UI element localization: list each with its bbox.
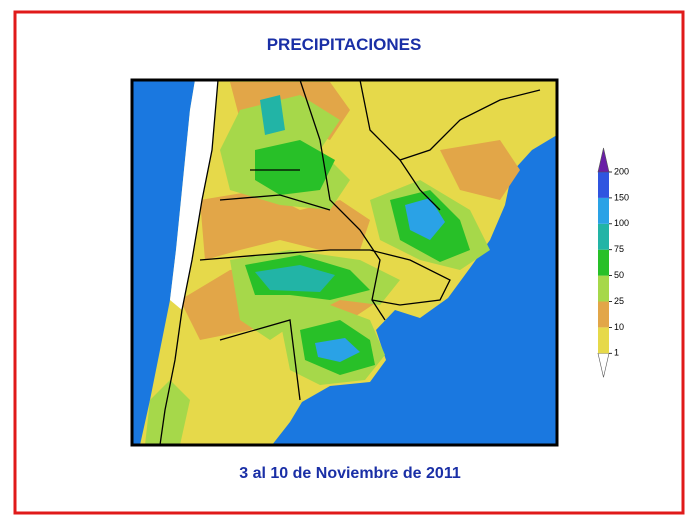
legend-label: 150 bbox=[614, 192, 629, 202]
legend-label: 50 bbox=[614, 270, 624, 280]
legend-swatch bbox=[598, 327, 609, 354]
subtitle: 3 al 10 de Noviembre de 2011 bbox=[239, 465, 461, 482]
legend-swatch bbox=[598, 249, 609, 276]
legend-swatch bbox=[598, 223, 609, 250]
legend-swatch bbox=[598, 172, 609, 198]
legend: 1 10 25 50 75 100 150 200 bbox=[597, 147, 629, 378]
legend-label: 100 bbox=[614, 218, 629, 228]
map bbox=[130, 78, 559, 447]
legend-swatch bbox=[598, 301, 609, 328]
title: PRECIPITACIONES bbox=[267, 35, 422, 54]
legend-label: 75 bbox=[614, 244, 624, 254]
legend-label: 200 bbox=[614, 166, 629, 176]
legend-label: 1 bbox=[614, 348, 619, 358]
legend-swatch bbox=[597, 147, 610, 173]
legend-label: 10 bbox=[614, 322, 624, 332]
legend-label: 25 bbox=[614, 296, 624, 306]
legend-swatch bbox=[598, 197, 609, 224]
legend-swatch bbox=[598, 275, 609, 302]
